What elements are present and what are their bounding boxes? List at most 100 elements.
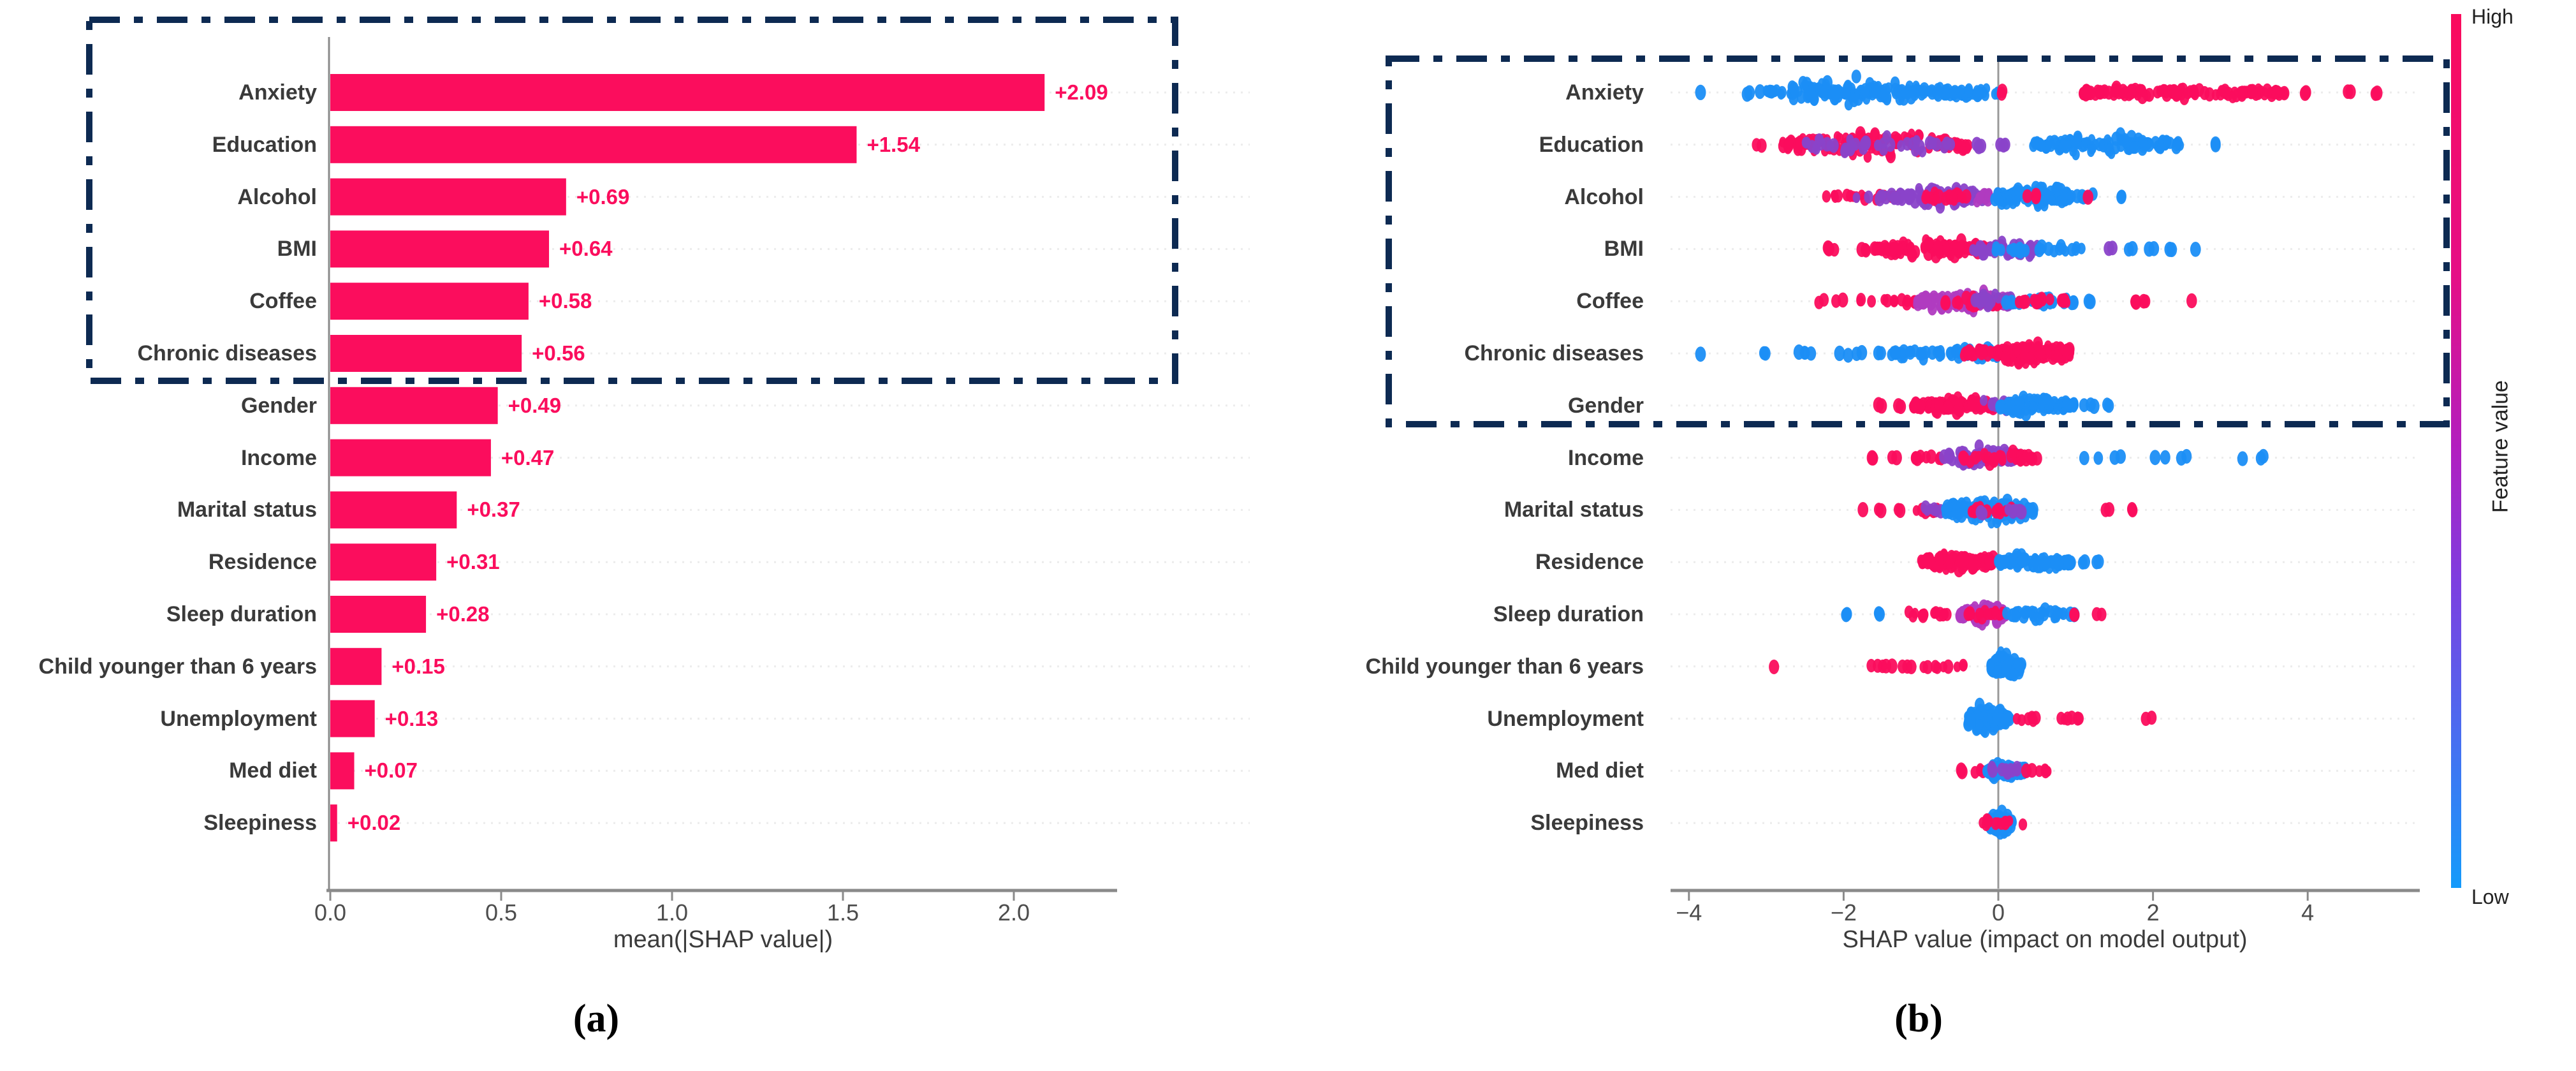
feature-label-a: Med diet <box>229 758 317 783</box>
feature-label-b: Alcohol <box>1564 184 1644 209</box>
bar-value-label: +2.09 <box>1055 80 1108 104</box>
bar <box>330 491 457 529</box>
feature-label-b: Gender <box>1567 393 1644 418</box>
feature-label-b: Income <box>1567 445 1644 470</box>
feature-label-a: Unemployment <box>160 706 317 731</box>
beeswarm-row <box>1841 599 2107 631</box>
panel-b-tick-label: −2 <box>1830 899 1857 926</box>
beeswarm-row <box>1822 233 2201 263</box>
bar <box>330 543 437 581</box>
axes-layer <box>326 37 2420 901</box>
feature-label-b: Education <box>1539 132 1644 157</box>
panel-b-tick-label: 4 <box>2301 899 2315 926</box>
feature-label-a: Gender <box>240 393 317 418</box>
bar <box>330 647 382 685</box>
panel-a-highlight-box <box>86 17 1178 384</box>
bar <box>330 752 355 790</box>
feature-label-b: Chronic diseases <box>1464 341 1644 366</box>
feature-label-a: Chronic diseases <box>137 341 317 366</box>
feature-label-a: Income <box>240 445 317 470</box>
feature-label-a: Child younger than 6 years <box>38 654 317 679</box>
beeswarm-row <box>1979 804 2028 840</box>
feature-label-a: Coffee <box>249 289 317 314</box>
beeswarm-row <box>1822 181 2126 214</box>
panel-b-caption: (b) <box>1894 997 1943 1040</box>
beeswarm-row <box>1873 390 2114 422</box>
bar <box>330 283 529 320</box>
feature-label-b: Coffee <box>1576 289 1644 314</box>
colorbar-high-label: High <box>2471 5 2514 28</box>
panel-a-tick-label: 1.0 <box>655 899 689 926</box>
bar-value-label: +0.47 <box>501 445 555 469</box>
panel-b-tick-label: −4 <box>1676 899 1702 926</box>
panel-b-highlight-box <box>1386 55 2450 427</box>
feature-label-b: Sleepiness <box>1530 811 1644 836</box>
colorbar-axis-title: Feature value <box>2488 380 2513 513</box>
bar <box>330 804 337 842</box>
panel-a-tick-label: 1.5 <box>826 899 860 926</box>
bar-value-label: +0.49 <box>508 393 562 417</box>
panel-b-tick-label: 0 <box>1991 899 2005 926</box>
bar-value-label: +0.15 <box>392 654 445 678</box>
panel-a-caption: (a) <box>573 997 620 1040</box>
bar-value-label: +0.64 <box>559 237 613 261</box>
highlight-boxes-layer <box>86 17 2450 427</box>
bar-value-label: +0.13 <box>384 706 439 730</box>
colorbar-low-label: Low <box>2471 885 2509 908</box>
bar-value-label: +0.37 <box>467 498 520 522</box>
panel-b-tick-label: 2 <box>2146 899 2160 926</box>
bar <box>330 700 375 737</box>
panel-a-tick-label: 0.5 <box>485 899 518 926</box>
bar <box>330 178 566 216</box>
beeswarm-row <box>1857 493 2138 529</box>
beeswarm-layer <box>1695 70 2383 840</box>
bar <box>330 439 491 476</box>
feature-label-b: Anxiety <box>1565 80 1644 105</box>
feature-label-b: BMI <box>1604 237 1644 262</box>
bar <box>330 74 1045 111</box>
bar <box>330 387 498 424</box>
feature-label-a: Marital status <box>177 498 317 522</box>
feature-label-a: Sleep duration <box>166 602 317 626</box>
feature-label-b: Residence <box>1535 550 1644 575</box>
feature-label-a: Alcohol <box>237 184 317 209</box>
beeswarm-row <box>1769 646 2027 682</box>
bar <box>330 335 522 372</box>
bar-value-label: +0.58 <box>538 289 592 313</box>
feature-label-b: Med diet <box>1556 758 1644 783</box>
gridlines-layer <box>330 91 2420 824</box>
beeswarm-row <box>1963 697 2157 738</box>
feature-label-b: Child younger than 6 years <box>1365 654 1644 679</box>
feature-label-a: Residence <box>208 550 317 575</box>
bar-value-label: +0.31 <box>446 550 500 574</box>
bars-layer <box>330 74 1045 842</box>
feature-label-a: Anxiety <box>238 80 317 105</box>
beeswarm-row <box>1866 439 2269 471</box>
beeswarm-row <box>1814 284 2197 318</box>
bar-value-label: +0.69 <box>576 184 630 209</box>
panel-a-tick-label: 2.0 <box>997 899 1030 926</box>
panel-a-tick-label: 0.0 <box>314 899 347 926</box>
beeswarm-row <box>1752 126 2221 163</box>
feature-label-a: Education <box>212 132 317 157</box>
beeswarm-row <box>1695 70 2383 111</box>
feature-label-b: Sleep duration <box>1493 602 1644 626</box>
beeswarm-row <box>1695 336 2075 370</box>
panel-b-xaxis-title: SHAP value (impact on model output) <box>1842 926 2248 953</box>
feature-label-b: Marital status <box>1504 498 1644 522</box>
feature-value-colorbar <box>2451 14 2461 888</box>
bar <box>330 126 857 163</box>
beeswarm-row <box>1956 757 2052 785</box>
bar <box>330 230 550 268</box>
bar-value-label: +0.28 <box>436 602 490 626</box>
bar-value-label: +0.56 <box>532 341 585 365</box>
bar-value-label: +0.07 <box>364 758 418 783</box>
feature-label-a: Sleepiness <box>203 811 317 836</box>
bar-value-label: +0.02 <box>347 811 401 835</box>
bar-value-label: +1.54 <box>867 132 920 156</box>
feature-label-a: BMI <box>277 237 317 262</box>
feature-label-b: Unemployment <box>1487 706 1644 731</box>
bar <box>330 596 427 633</box>
